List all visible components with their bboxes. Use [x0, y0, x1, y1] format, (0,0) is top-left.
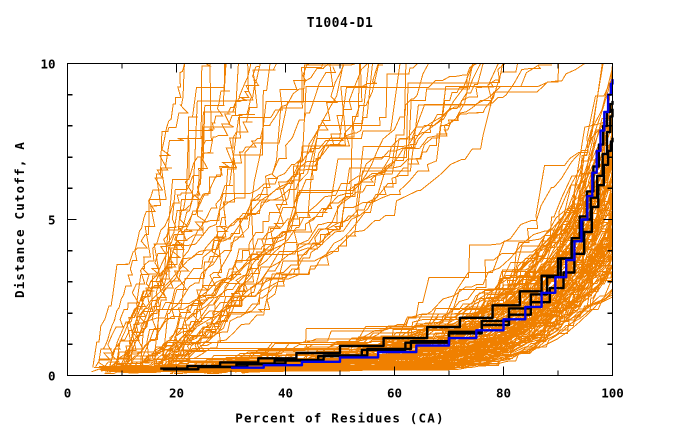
ensemble-curve	[92, 63, 213, 368]
highlighted-curves	[160, 79, 614, 371]
x-tick-label: 20	[169, 386, 184, 401]
x-tick-label: 80	[496, 386, 511, 401]
ensemble-curve	[126, 63, 330, 371]
ensemble-curve	[163, 63, 509, 359]
ensemble-curve	[144, 63, 250, 364]
x-tick-label: 40	[278, 386, 293, 401]
highlight-curve-target-blue	[231, 79, 614, 369]
x-tick-label: 60	[387, 386, 402, 401]
ensemble-curve	[153, 63, 237, 372]
ensemble-curve	[104, 66, 337, 371]
ensemble-curve	[129, 147, 613, 372]
ensemble-curve	[149, 63, 390, 370]
ensemble-curve	[120, 63, 233, 373]
x-axis-title: Percent of Residues (CA)	[235, 411, 444, 426]
y-tick-label: 0	[48, 369, 56, 384]
ensemble-curve	[183, 217, 613, 374]
ensemble-curve	[100, 63, 474, 372]
ensemble-curve	[136, 63, 363, 371]
ensemble-curve	[113, 63, 478, 369]
ensemble-curve	[143, 101, 613, 368]
ensemble-curve	[148, 63, 484, 371]
ensemble-curve	[101, 66, 260, 370]
axes-frame	[66, 62, 614, 377]
page-title: T1004-D1	[306, 16, 374, 31]
highlight-curve-reference-best-black-3	[209, 100, 614, 368]
ensemble-curve	[161, 63, 226, 370]
x-tick-label: 0	[64, 386, 72, 401]
y-tick-label: 10	[40, 57, 55, 72]
ensemble-curve	[94, 63, 186, 368]
ensemble-curve	[147, 64, 542, 370]
ensemble-curve	[117, 63, 378, 371]
y-tick-label: 5	[48, 213, 56, 228]
ensemble-curve	[125, 63, 524, 370]
ensemble-curve	[106, 63, 370, 370]
orange-ensemble-curves	[91, 63, 613, 375]
ensemble-curve	[123, 63, 312, 368]
x-tick-label: 100	[601, 386, 624, 401]
axes-labels: 0 20 40 60 80 100 0 5 10 Percent of Residues (CA)…	[12, 57, 624, 426]
ensemble-curve	[130, 63, 190, 370]
y-axis-title: Distance Cutoff, A	[12, 141, 27, 298]
ensemble-curve	[105, 217, 613, 368]
ensemble-curve	[160, 63, 509, 371]
ensemble-curve	[95, 63, 212, 368]
ensemble-curve	[141, 64, 383, 373]
ensemble-curve	[122, 63, 252, 361]
ensemble-curve	[136, 63, 560, 373]
